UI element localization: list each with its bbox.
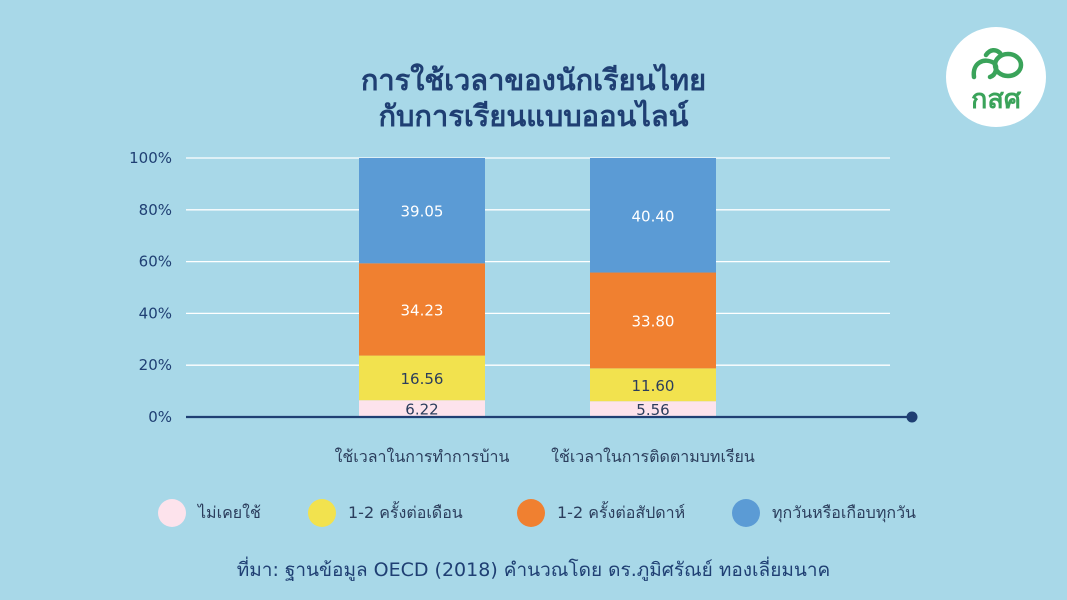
- bar-segment-1-1: [590, 368, 716, 402]
- source-note: ที่มา: ฐานข้อมูล OECD (2018) คำนวณโดย ดร…: [236, 559, 831, 581]
- bar-segment-1-0: [590, 401, 716, 417]
- x-category-label-0: ใช้เวลาในการทำการบ้าน: [335, 447, 510, 466]
- kses-logo-icon: [971, 48, 1024, 80]
- x-axis-end-dot: [906, 411, 918, 423]
- bar-segment-0-1: [359, 355, 485, 401]
- logo: กสศ: [946, 27, 1046, 127]
- bar-segment-0-0: [359, 400, 485, 417]
- bar-segment-1-2: [590, 272, 716, 369]
- legend-item-3: ทุกวันหรือเกือบทุกวัน: [732, 497, 916, 529]
- data-label-1-1: 11.60: [632, 377, 675, 395]
- legend-label-2: 1-2 ครั้งต่อสัปดาห์: [557, 502, 686, 522]
- y-tick-label-5: 100%: [129, 149, 172, 167]
- data-label-1-0: 5.56: [636, 401, 669, 419]
- x-category-label-1: ใช้เวลาในการติดตามบทเรียน: [551, 447, 755, 466]
- data-label-0-3: 39.05: [401, 203, 444, 221]
- data-label-0-1: 16.56: [401, 370, 444, 388]
- bar-segment-0-2: [359, 263, 485, 356]
- y-tick-label-3: 60%: [139, 253, 172, 271]
- legend-item-2: 1-2 ครั้งต่อสัปดาห์: [517, 497, 685, 529]
- y-tick-label-0: 0%: [148, 408, 172, 426]
- chart-title-line2: กับการเรียนแบบออนไลน์: [378, 99, 689, 133]
- data-label-0-2: 34.23: [401, 301, 444, 319]
- data-label-0-0: 6.22: [405, 401, 438, 419]
- legend-label-3: ทุกวันหรือเกือบทุกวัน: [772, 502, 916, 522]
- legend-item-0: ไม่เคยใช้: [158, 497, 261, 529]
- logo-text: กสศ: [971, 84, 1021, 115]
- bar-segment-0-3: [359, 158, 485, 264]
- y-tick-label-2: 40%: [139, 304, 172, 322]
- chart-title-line1: การใช้เวลาของนักเรียนไทย: [360, 63, 707, 97]
- legend-swatch-2: [517, 499, 545, 527]
- legend-label-0: ไม่เคยใช้: [198, 502, 261, 522]
- y-tick-label-4: 80%: [139, 201, 172, 219]
- data-label-1-3: 40.40: [632, 207, 675, 225]
- chart-title: การใช้เวลาของนักเรียนไทย กับการเรียนแบบอ…: [0, 62, 1067, 134]
- data-label-1-2: 33.80: [632, 312, 675, 330]
- bar-segment-1-3: [590, 158, 716, 273]
- legend-label-1: 1-2 ครั้งต่อเดือน: [348, 502, 463, 522]
- legend-swatch-0: [158, 499, 186, 527]
- legend-item-1: 1-2 ครั้งต่อเดือน: [308, 497, 463, 529]
- legend-swatch-1: [308, 499, 336, 527]
- legend-swatch-3: [732, 499, 760, 527]
- y-tick-label-1: 20%: [139, 356, 172, 374]
